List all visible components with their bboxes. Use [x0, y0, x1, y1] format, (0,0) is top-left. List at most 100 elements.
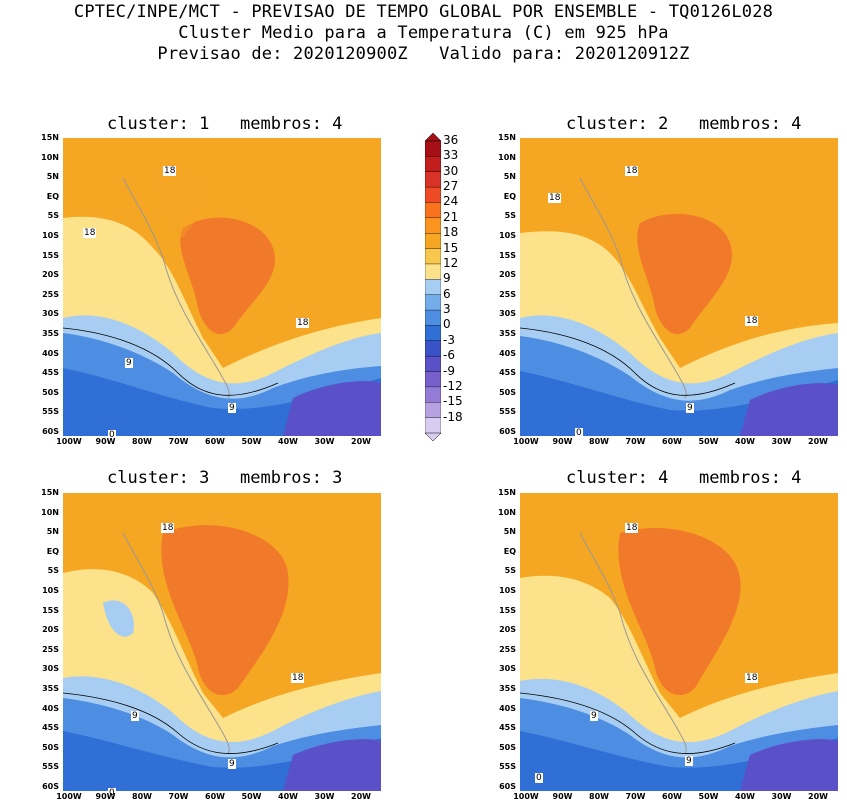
lat-tick-label: 15N — [498, 488, 516, 497]
colorbar-swatch — [424, 417, 442, 434]
panel-1-title: cluster: 1 membros: 4 — [107, 114, 343, 134]
map-1-svg — [63, 138, 381, 436]
lat-tick-label: 10S — [499, 586, 516, 595]
lat-tick-label: 15N — [498, 133, 516, 142]
contour-label: 9 — [686, 403, 694, 413]
lon-tick-label: 50W — [698, 437, 719, 446]
lat-tick-label: 10S — [42, 586, 59, 595]
header-line-2: Cluster Medio para a Temperatura (C) em … — [178, 23, 669, 43]
lat-tick-label: 45S — [42, 368, 59, 378]
lon-tick-label: 30W — [771, 437, 792, 446]
lat-tick-label: 5S — [47, 211, 59, 221]
panel-4-title: cluster: 4 membros: 4 — [566, 468, 802, 488]
contour-label: 18 — [161, 523, 175, 533]
panel-2-map — [520, 138, 838, 436]
lon-tick-label: 60W — [662, 792, 682, 801]
colorbar-label: 30 — [443, 163, 459, 178]
contour-label: 0 — [535, 773, 543, 783]
colorbar-label: 12 — [443, 255, 459, 270]
lon-tick-label: 60W — [205, 792, 225, 801]
colorbar-label: -9 — [443, 363, 455, 378]
colorbar-label: 3 — [443, 302, 451, 317]
lat-tick-label: 60S — [42, 427, 59, 436]
contour-label: 9 — [228, 759, 236, 769]
lat-tick-label: EQ — [503, 191, 516, 201]
colorbar-swatch — [424, 156, 442, 173]
lon-tick-label: 40W — [735, 437, 755, 446]
lat-tick-label: 10N — [41, 152, 59, 162]
lat-tick-label: 5S — [504, 211, 516, 221]
lon-tick-label: 60W — [205, 437, 225, 446]
lat-tick-label: 35S — [499, 329, 516, 338]
lon-tick-label: 70W — [625, 437, 646, 446]
lat-tick-label: 20S — [499, 625, 516, 635]
lon-tick-label: 50W — [241, 792, 262, 801]
lat-tick-label: 10N — [498, 152, 516, 162]
lat-tick-label: 25S — [42, 289, 59, 299]
lat-tick-label: 45S — [499, 368, 516, 378]
contour-label: 18 — [83, 228, 97, 238]
contour-label: 0 — [108, 430, 116, 440]
lat-tick-label: 10N — [498, 507, 516, 517]
lat-tick-label: 5N — [503, 172, 516, 182]
colorbar-swatch — [424, 371, 442, 388]
map-2-svg — [520, 138, 838, 436]
colorbar-swatch — [424, 340, 442, 357]
panel-1-map — [63, 138, 381, 436]
lon-tick-label: 80W — [589, 437, 609, 446]
contour-label: 9 — [228, 403, 236, 413]
colorbar-label: 0 — [443, 317, 451, 332]
lat-tick-label: 40S — [499, 703, 516, 713]
lat-tick-label: 60S — [42, 782, 59, 791]
lon-tick-label: 70W — [625, 792, 646, 801]
colorbar-swatch — [424, 279, 442, 296]
lat-tick-label: 40S — [42, 703, 59, 713]
lat-tick-label: 30S — [42, 664, 59, 674]
lat-tick-label: 10N — [41, 507, 59, 517]
lat-tick-label: 5S — [504, 566, 516, 576]
colorbar-svg — [424, 132, 442, 442]
lat-tick-label: 55S — [42, 407, 59, 417]
lat-tick-label: 25S — [42, 644, 59, 654]
lat-tick-label: 10S — [42, 231, 59, 240]
lat-tick-label: 60S — [499, 782, 516, 791]
colorbar-swatch — [424, 202, 442, 219]
lat-tick-label: 30S — [499, 664, 516, 674]
panel-3-map — [63, 493, 381, 791]
header-line-1: CPTEC/INPE/MCT - PREVISAO DE TEMPO GLOBA… — [73, 2, 774, 22]
lon-tick-label: 100W — [56, 792, 82, 801]
contour-label: 9 — [131, 711, 139, 721]
lon-tick-label: 90W — [552, 437, 573, 446]
lat-tick-label: EQ — [46, 191, 59, 201]
colorbar-label: 18 — [443, 225, 459, 240]
lon-tick-label: 20W — [808, 437, 828, 446]
colorbar-swatch — [424, 233, 442, 250]
lon-tick-label: 70W — [168, 437, 189, 446]
colorbar-label: 9 — [443, 271, 451, 286]
colorbar-label: 24 — [443, 194, 459, 209]
colorbar-swatch — [424, 217, 442, 234]
colorbar-swatch — [424, 263, 442, 281]
lat-tick-label: 5N — [503, 527, 516, 537]
lat-tick-label: 50S — [499, 742, 516, 752]
contour-label: 9 — [590, 711, 598, 721]
colorbar-swatch — [424, 140, 442, 158]
contour-label: 9 — [125, 358, 133, 368]
contour-label: 18 — [548, 193, 562, 203]
colorbar-swatch — [424, 186, 442, 204]
panel-4-map — [520, 493, 838, 791]
header-line-3: Previsao de: 2020120900Z Valido para: 20… — [157, 44, 690, 64]
lat-tick-label: 45S — [42, 723, 59, 733]
colorbar-swatch — [424, 355, 442, 373]
colorbar-label: 6 — [443, 286, 451, 301]
contour-label: 0 — [108, 788, 116, 798]
lat-tick-label: 35S — [42, 684, 59, 693]
lon-tick-label: 80W — [132, 437, 152, 446]
lon-tick-label: 40W — [278, 792, 298, 801]
colorbar-label: -12 — [443, 378, 463, 393]
lon-tick-label: 80W — [132, 792, 152, 801]
contour-label: 18 — [163, 166, 177, 176]
colorbar-label: 21 — [443, 209, 459, 224]
colorbar-swatch — [424, 325, 442, 342]
lat-tick-label: 15S — [42, 605, 59, 615]
